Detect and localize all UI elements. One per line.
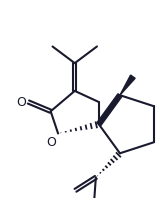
- Text: O: O: [46, 136, 56, 149]
- Polygon shape: [97, 94, 122, 126]
- Polygon shape: [120, 75, 135, 95]
- Text: O: O: [16, 95, 26, 108]
